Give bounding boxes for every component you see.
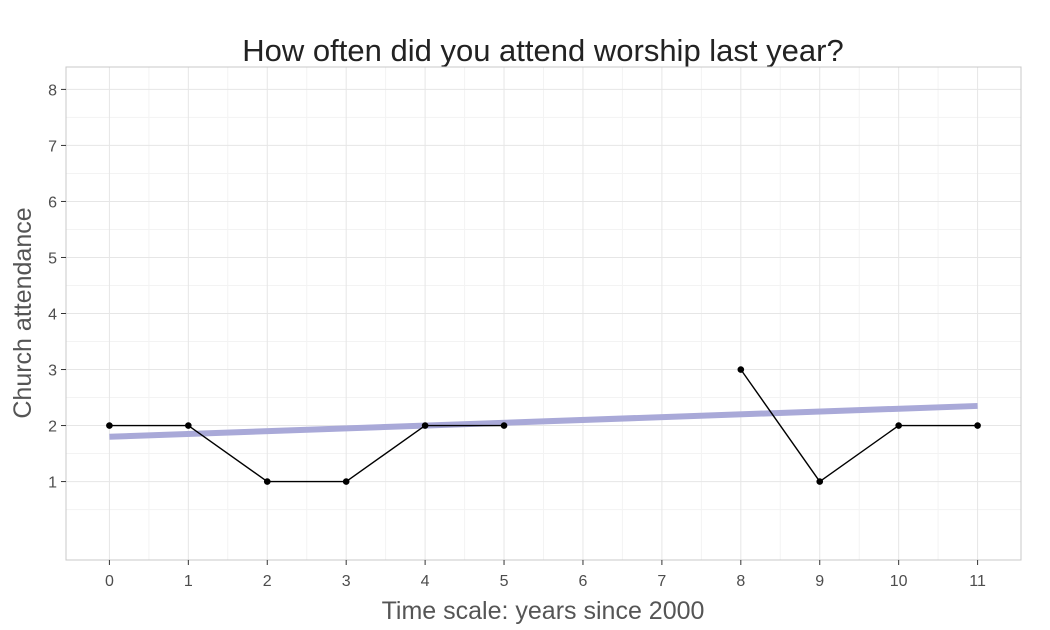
x-tick-label: 1 bbox=[184, 573, 193, 590]
data-point bbox=[974, 422, 981, 429]
y-axis-title: Church attendance bbox=[9, 207, 37, 418]
y-tick-label: 3 bbox=[48, 363, 57, 380]
y-tick-label: 5 bbox=[48, 250, 57, 267]
x-tick-label: 3 bbox=[342, 573, 351, 590]
data-point bbox=[895, 422, 902, 429]
x-tick-label: 0 bbox=[105, 573, 114, 590]
y-tick-label: 1 bbox=[48, 475, 57, 492]
x-tick-label: 2 bbox=[263, 573, 272, 590]
data-point bbox=[421, 422, 429, 429]
series-line-segment bbox=[740, 369, 978, 483]
trend-line bbox=[109, 402, 978, 440]
data-point bbox=[737, 366, 745, 373]
x-axis-title: Time scale: years since 2000 bbox=[382, 597, 705, 625]
x-tick-label: 10 bbox=[890, 573, 908, 590]
y-tick-label: 6 bbox=[48, 194, 57, 211]
y-tick-label: 8 bbox=[48, 82, 57, 99]
x-tick-label: 8 bbox=[736, 573, 745, 590]
x-tick-label: 5 bbox=[500, 573, 509, 590]
x-tick-label: 11 bbox=[969, 573, 986, 590]
y-tick-label: 7 bbox=[48, 138, 57, 155]
x-tick-label: 9 bbox=[815, 573, 824, 590]
data-point bbox=[106, 422, 113, 429]
x-axis-ticks: 0 1 2 3 4 5 6 7 8 9 10 11 bbox=[105, 560, 986, 590]
data-point bbox=[342, 478, 350, 485]
data-point bbox=[816, 478, 824, 485]
data-point bbox=[263, 478, 271, 485]
series-layer bbox=[106, 366, 981, 485]
x-tick-label: 4 bbox=[421, 573, 430, 590]
trend-layer bbox=[109, 402, 978, 440]
x-tick-label: 7 bbox=[657, 573, 666, 590]
x-tick-label: 6 bbox=[579, 573, 588, 590]
y-tick-label: 2 bbox=[48, 419, 57, 436]
data-point bbox=[500, 422, 508, 429]
grid bbox=[66, 67, 1021, 560]
data-point bbox=[185, 422, 192, 429]
y-axis-ticks: 1 2 3 4 5 6 7 8 bbox=[48, 82, 66, 492]
chart-title: How often did you attend worship last ye… bbox=[242, 33, 843, 68]
series-line-segment bbox=[109, 424, 505, 483]
y-tick-label: 4 bbox=[48, 307, 57, 324]
